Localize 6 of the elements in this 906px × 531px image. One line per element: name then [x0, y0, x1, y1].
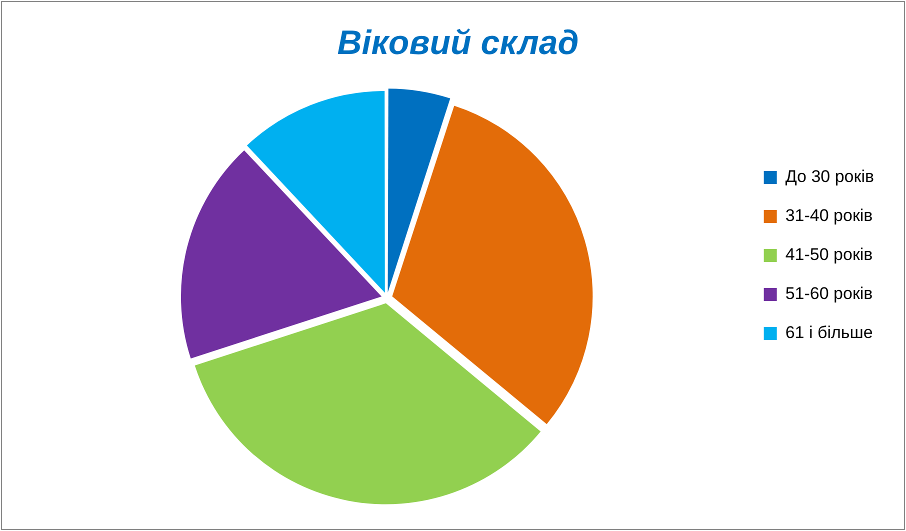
- legend-label: 61 і більше: [785, 323, 873, 342]
- legend-label: 41-50 років: [785, 245, 873, 264]
- legend-label: До 30 років: [785, 167, 874, 186]
- legend-label: 51-60 років: [785, 284, 873, 304]
- legend-label: 31-40 років: [785, 206, 873, 226]
- chart-title: Віковий склад: [337, 24, 579, 62]
